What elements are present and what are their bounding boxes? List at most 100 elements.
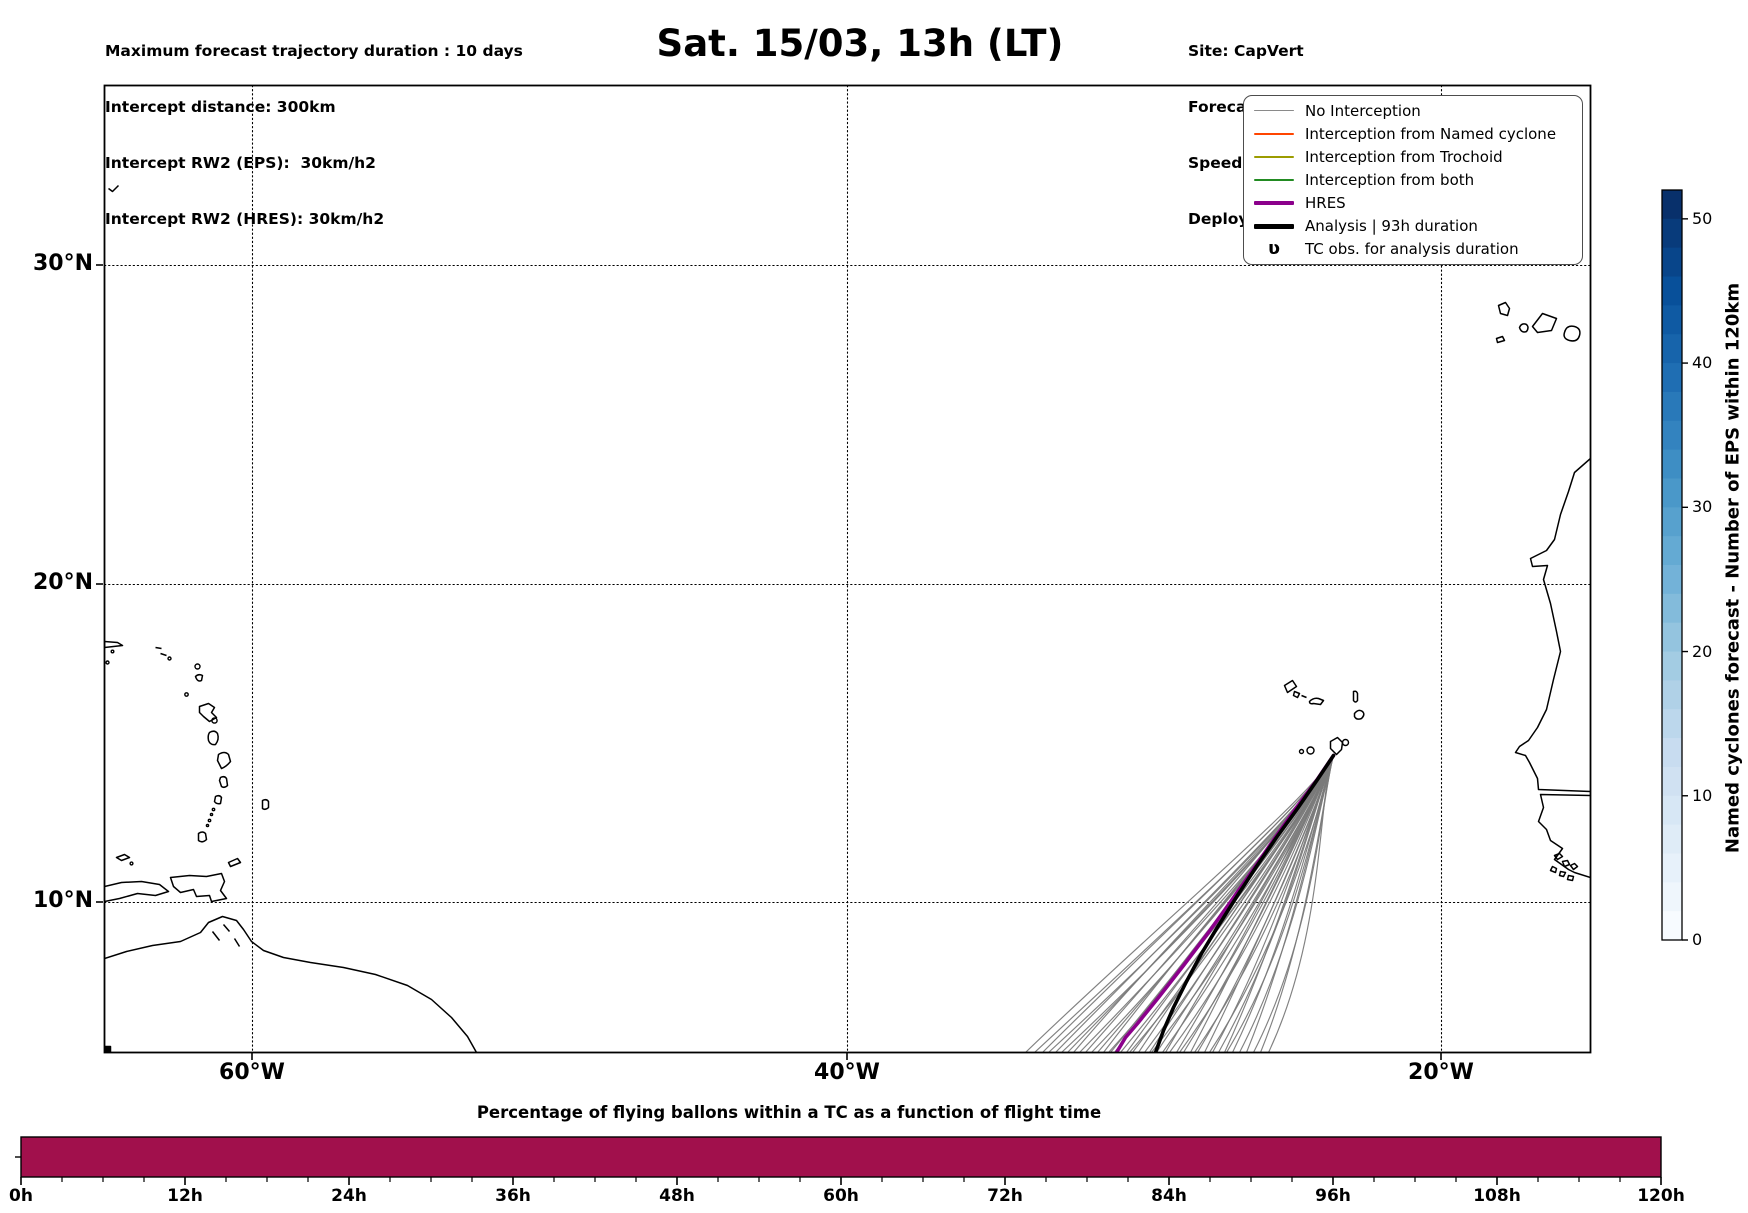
coastline — [1352, 690, 1359, 703]
trajectory-eps — [1108, 755, 1335, 1053]
timeline-tick-label: 108h — [1473, 1186, 1521, 1206]
colorbar-step — [1662, 334, 1682, 364]
colorbar-step — [1662, 391, 1682, 422]
legend-line-swatch — [1254, 132, 1294, 135]
colorbar-step — [1662, 593, 1682, 624]
colorbar-border — [1661, 189, 1683, 941]
colorbar-step — [1662, 738, 1682, 768]
island-outline — [194, 663, 201, 670]
legend-entry-label: Interception from Named cyclone — [1305, 124, 1557, 143]
legend-line-swatch — [1254, 224, 1294, 229]
legend-entry: Interception from both — [1244, 169, 1582, 190]
coastline — [198, 702, 218, 723]
legend-line-swatch — [1254, 200, 1294, 206]
timeline-title: Percentage of flying ballons within a TC… — [476, 1103, 1102, 1122]
colorbar-step — [1662, 651, 1682, 681]
colorbar-step — [1662, 795, 1682, 826]
legend-entry: Interception from Trochoid — [1244, 146, 1582, 167]
legend-entry-label: Interception from Trochoid — [1305, 147, 1503, 166]
colorbar-step — [1662, 218, 1682, 249]
map-y-tick-label: 30°N — [32, 251, 93, 276]
coastline — [1497, 301, 1511, 317]
colorbar-tick-label: 40 — [1692, 353, 1713, 373]
coastline — [1495, 335, 1506, 344]
colorbar-step — [1662, 420, 1682, 451]
legend-entry: HRES — [1244, 193, 1582, 214]
island-outline — [211, 717, 218, 724]
trajectory-eps — [1223, 755, 1335, 1053]
map-x-tick-label: 60°W — [219, 1060, 285, 1085]
colorbar-step — [1662, 766, 1682, 797]
coastline — [115, 853, 131, 862]
island-outline — [209, 812, 214, 817]
coastline — [1549, 852, 1579, 882]
coastline — [211, 924, 241, 947]
legend-line-swatch — [1254, 179, 1294, 181]
legend-entry: Interception from Named cyclone — [1244, 123, 1582, 144]
trajectory-eps — [1176, 755, 1335, 1053]
map-border — [103, 84, 1592, 1054]
info-block-left: Maximum forecast trajectory duration : 1… — [105, 5, 523, 265]
timeline-tick-label: 84h — [1151, 1186, 1187, 1206]
legend-line-swatch — [1254, 200, 1294, 206]
island-outline — [184, 692, 189, 697]
island-outline — [1306, 746, 1315, 755]
coastline — [213, 794, 223, 805]
colorbar-step — [1662, 882, 1682, 912]
colorbar-step — [1662, 478, 1682, 508]
legend-line-swatch — [1254, 109, 1294, 112]
info-line: Intercept RW2 (HRES): 30km/h2 — [105, 209, 385, 228]
colorbar-step — [1662, 536, 1682, 566]
colorbar-step — [1662, 680, 1682, 710]
trajectory-eps — [1042, 755, 1335, 1053]
coastline — [1518, 323, 1529, 333]
map-y-tick-label: 10°N — [32, 888, 93, 913]
coastline — [104, 915, 478, 1053]
coastline — [1292, 690, 1301, 699]
coastline — [104, 1045, 112, 1053]
coastline — [207, 730, 219, 746]
colorbar-tick-label: 30 — [1692, 497, 1713, 517]
map-x-tick-label: 40°W — [814, 1060, 880, 1085]
legend-entry: ʋ TC obs. for analysis duration — [1244, 239, 1582, 260]
island-outline — [205, 823, 210, 828]
island-outline — [129, 861, 134, 866]
timeline-tick-label: 120h — [1637, 1186, 1685, 1206]
island-outline — [167, 656, 172, 661]
coastline — [218, 775, 229, 789]
legend-line-swatch — [1254, 132, 1294, 135]
coastline — [1283, 679, 1298, 694]
map-y-tick-label: 20°N — [32, 570, 93, 595]
legend-line-swatch — [1254, 155, 1294, 158]
legend-entry: Analysis | 93h duration — [1244, 216, 1582, 237]
legend-entry-label: Interception from both — [1305, 170, 1475, 189]
legend-line-swatch — [1254, 155, 1294, 158]
coastline — [104, 640, 124, 649]
legend-entry-label: Analysis | 93h duration — [1305, 217, 1478, 236]
coastline — [1531, 312, 1558, 334]
colorbar-tick-label: 50 — [1692, 208, 1713, 228]
colorbar-step — [1662, 190, 1682, 220]
legend-entry-label: HRES — [1305, 194, 1346, 213]
timeline-tick-label: 0h — [9, 1186, 33, 1206]
info-line: Intercept distance: 300km — [105, 97, 336, 116]
timeline-tick-label: 60h — [823, 1186, 859, 1206]
timeline-bar — [20, 1136, 1662, 1178]
colorbar-tick-label: 20 — [1692, 641, 1713, 661]
tc-cyclone-icon: ʋ — [1267, 238, 1281, 260]
island-outline — [1298, 748, 1305, 755]
legend-entry-label: No Interception — [1305, 101, 1421, 120]
timeline-tick-label: 36h — [495, 1186, 531, 1206]
island-outline — [1341, 738, 1350, 747]
trajectory-eps — [1267, 755, 1335, 1053]
coastline — [216, 751, 232, 770]
map-plot — [103, 84, 1592, 1054]
legend: No Interception Interception from Named c… — [1243, 95, 1583, 265]
tc-cyclone-icon: ʋ — [1254, 240, 1294, 258]
trajectory-eps — [1138, 755, 1335, 1053]
coastline — [261, 798, 270, 811]
timeline-tick-label: 72h — [987, 1186, 1023, 1206]
colorbar-step — [1662, 305, 1682, 335]
legend-line-swatch — [1254, 224, 1294, 229]
